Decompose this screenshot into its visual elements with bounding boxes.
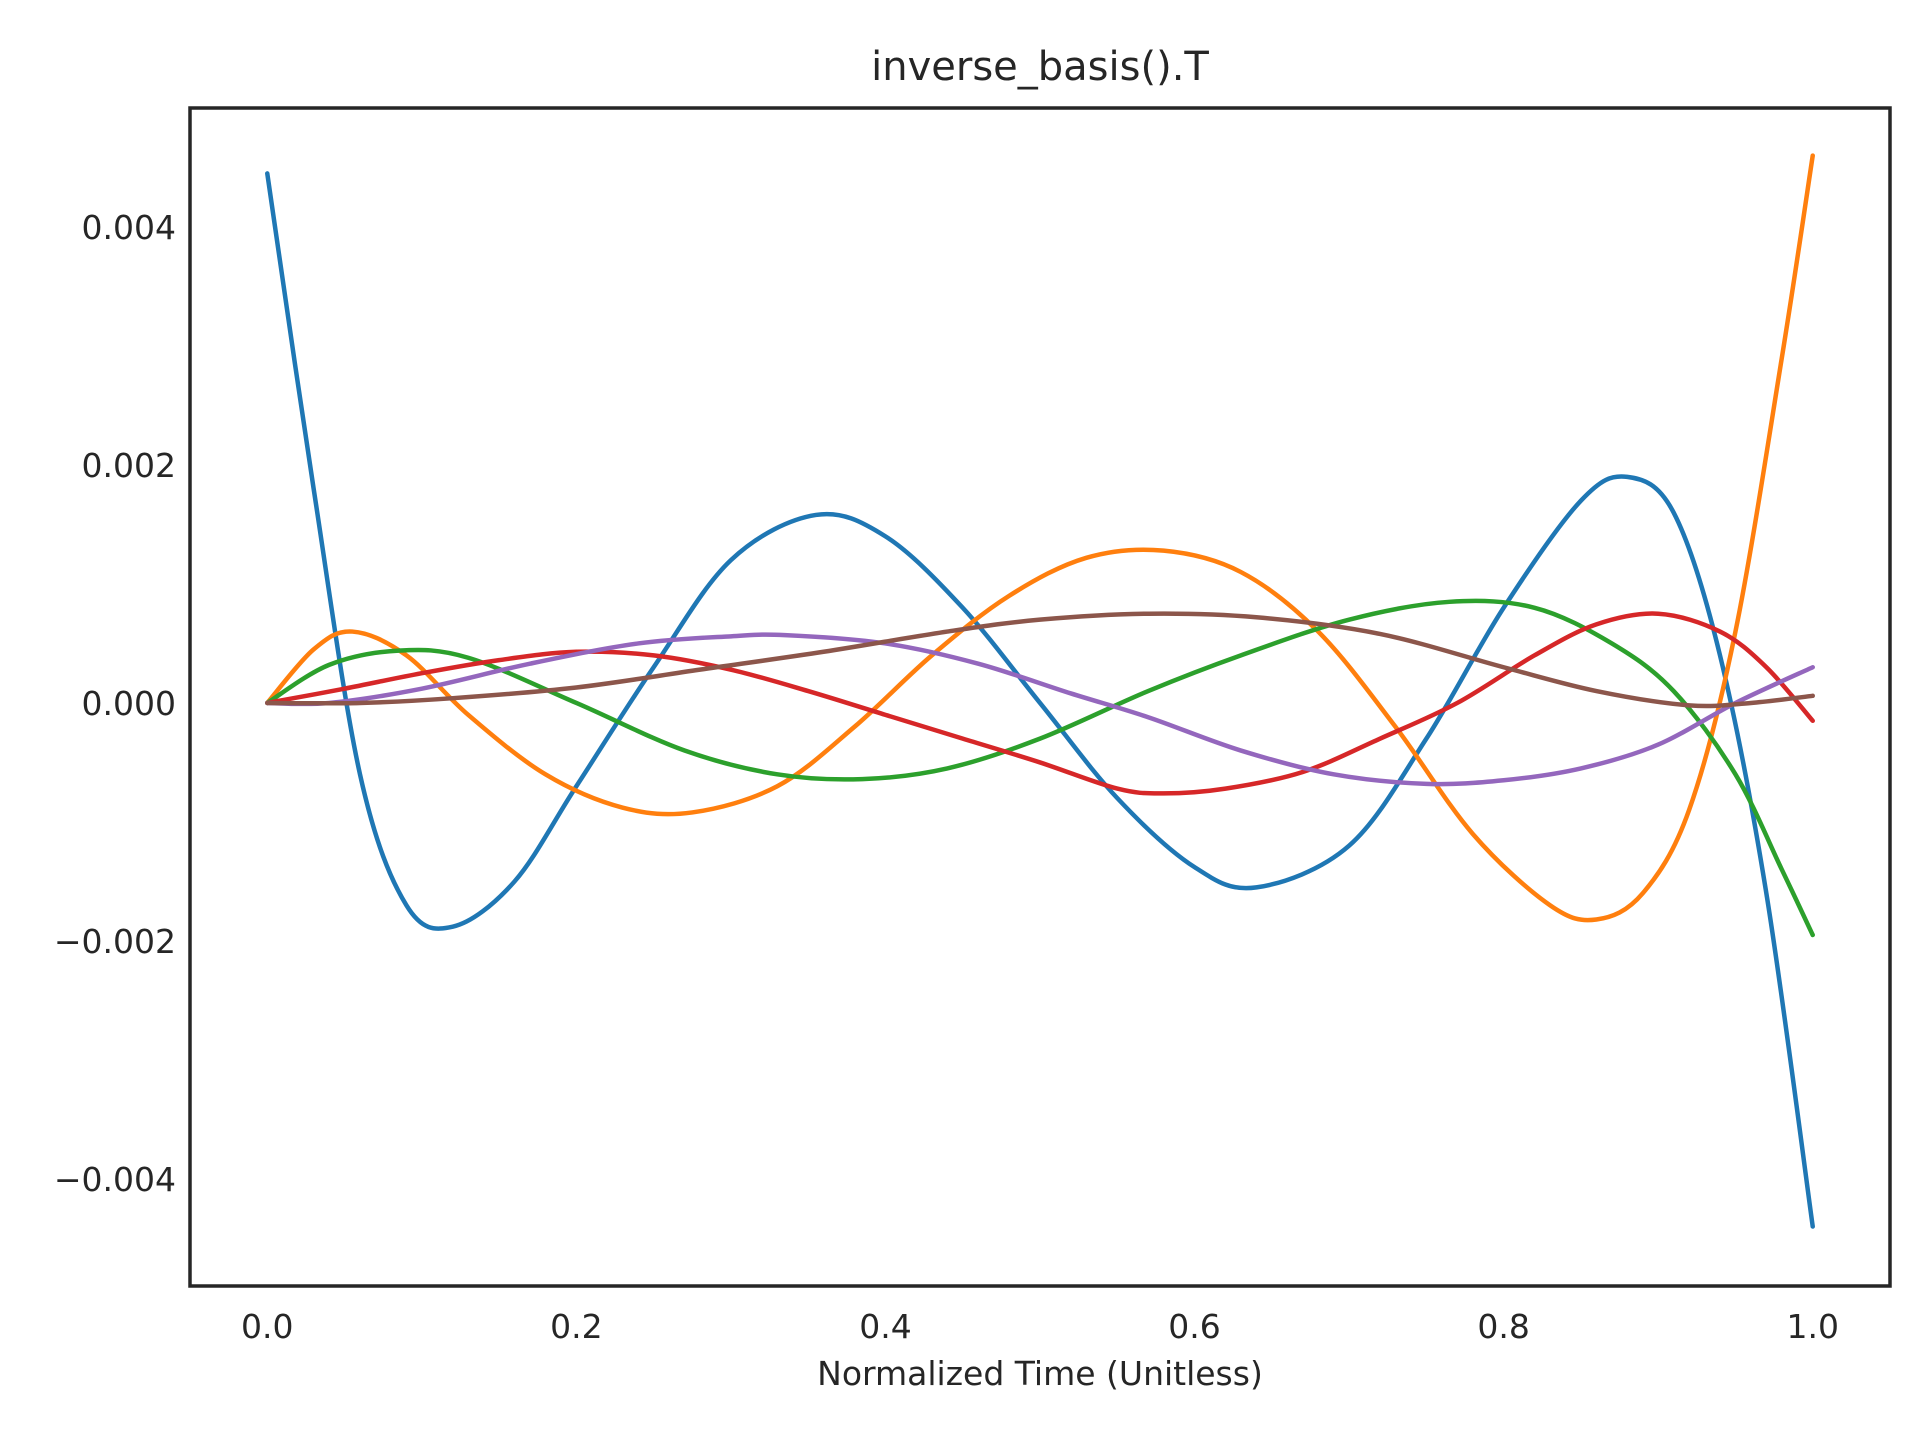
y-tick-label: −0.002 (54, 922, 176, 961)
y-tick-label: 0.002 (82, 446, 176, 485)
x-tick-label: 0.2 (550, 1307, 602, 1346)
series-group (265, 153, 1815, 1229)
plot-area (188, 106, 1892, 1288)
x-tick-label: 0.6 (1168, 1307, 1220, 1346)
x-tick-label: 0.8 (1477, 1307, 1529, 1346)
y-axis-ticks: −0.004 −0.002 0.000 0.002 0.004 (54, 208, 176, 1199)
series-line-5 (265, 632, 1815, 787)
series-line-6 (265, 611, 1815, 709)
y-tick-label: −0.004 (54, 1160, 176, 1199)
x-axis-ticks: 0.0 0.2 0.4 0.6 0.8 1.0 (241, 1307, 1839, 1346)
x-tick-label: 0.0 (241, 1307, 293, 1346)
y-tick-label: 0.000 (82, 684, 176, 723)
chart-title: inverse_basis().T (871, 44, 1209, 90)
x-tick-label: 0.4 (859, 1307, 911, 1346)
series-line-4 (265, 611, 1815, 796)
x-axis-label: Normalized Time (Unitless) (817, 1354, 1263, 1393)
plot-frame (188, 106, 1892, 1288)
series-line-2 (265, 153, 1815, 923)
series-line-3 (265, 598, 1815, 938)
x-tick-label: 1.0 (1786, 1307, 1838, 1346)
series-line-1 (265, 171, 1815, 1229)
y-tick-label: 0.004 (82, 208, 176, 247)
